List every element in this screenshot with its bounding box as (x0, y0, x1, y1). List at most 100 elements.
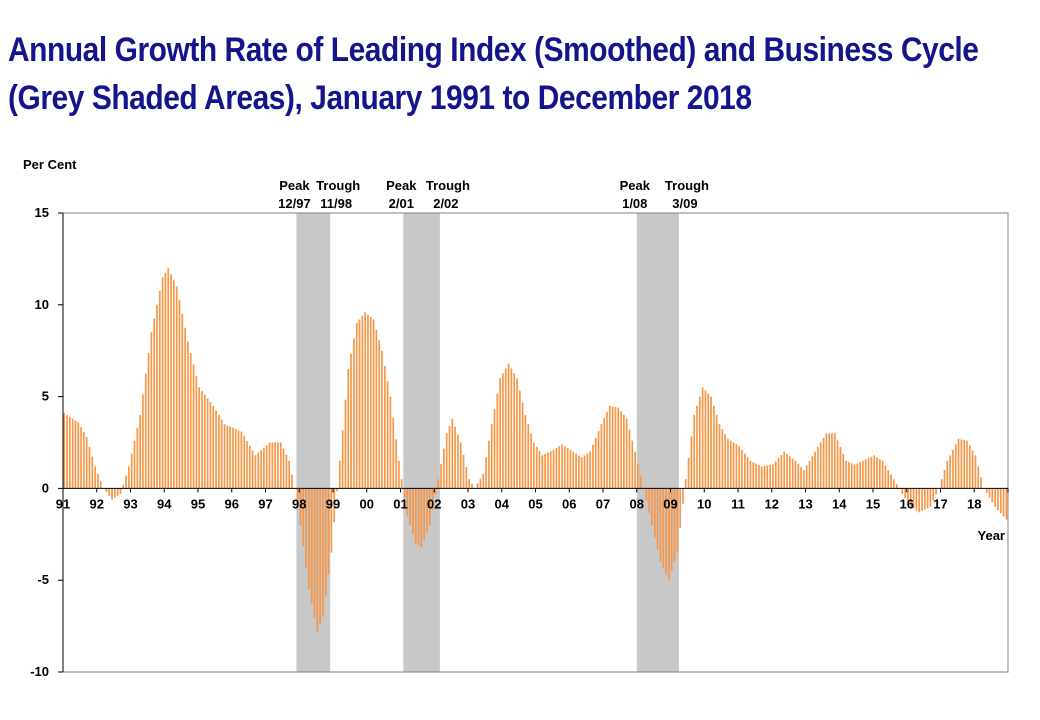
bar (912, 488, 915, 509)
bar (383, 366, 386, 489)
bar (814, 451, 816, 489)
x-tick-label: 93 (123, 496, 137, 511)
bar (212, 405, 215, 489)
bar (507, 363, 510, 489)
bar (178, 300, 181, 489)
bar (682, 488, 684, 504)
bar (932, 488, 935, 501)
bar (243, 436, 246, 489)
bar (524, 414, 527, 489)
bar (881, 460, 884, 489)
bar (774, 461, 777, 489)
x-tick-label: 06 (562, 496, 576, 511)
peak-date: 12/97 (278, 196, 311, 211)
bar (226, 425, 229, 489)
bar (817, 447, 819, 489)
bar (822, 437, 825, 489)
x-tick-label: 17 (933, 496, 947, 511)
y-tick-label: 5 (42, 389, 49, 404)
bar (549, 451, 552, 489)
bar (198, 387, 201, 489)
bar (361, 315, 364, 489)
bar (170, 274, 172, 489)
bar (845, 460, 847, 489)
bar (378, 340, 381, 489)
bar (803, 470, 805, 489)
bar (167, 268, 170, 489)
bar (974, 455, 977, 489)
bar (743, 453, 746, 489)
recession-shade (296, 213, 331, 672)
bar (780, 454, 783, 489)
bar (752, 462, 755, 489)
bar (715, 414, 718, 489)
bar (220, 419, 223, 489)
bar (710, 396, 712, 489)
bar (521, 402, 524, 489)
bar (71, 418, 74, 489)
bar (623, 414, 625, 489)
bar (819, 442, 822, 489)
bar (890, 474, 892, 489)
bar (136, 427, 139, 489)
bar (164, 272, 167, 489)
x-tick-label: 08 (630, 496, 644, 511)
peak-label: Peak (620, 178, 651, 193)
bar (544, 453, 546, 489)
bar (263, 447, 265, 489)
bar (639, 476, 642, 489)
bar (777, 458, 780, 489)
bar (147, 352, 150, 489)
bar (943, 470, 946, 489)
bar (97, 473, 99, 489)
bar (833, 433, 836, 489)
bar (173, 280, 175, 489)
bar (954, 444, 957, 489)
bar (499, 378, 501, 489)
bar (746, 457, 749, 489)
bar (758, 464, 760, 489)
bar (130, 453, 133, 489)
bar (479, 478, 482, 489)
bar (437, 479, 440, 489)
bar (254, 455, 257, 489)
bar (77, 422, 80, 489)
bar (893, 479, 895, 489)
bar (291, 474, 293, 489)
x-tick-label: 04 (495, 496, 510, 511)
x-tick-label: 97 (258, 496, 272, 511)
x-tick-label: 02 (427, 496, 441, 511)
bar (760, 466, 763, 489)
bar (369, 317, 372, 489)
recession-shades (296, 213, 679, 672)
bar (344, 399, 347, 489)
bar (409, 488, 411, 526)
bar (772, 464, 774, 489)
bar (234, 429, 237, 489)
bar (929, 488, 932, 507)
bar (721, 429, 724, 489)
bar (375, 329, 378, 489)
bar (791, 458, 794, 489)
bar (125, 475, 127, 489)
bar (811, 456, 814, 489)
bar (471, 483, 473, 489)
bar (485, 457, 487, 489)
bar (620, 411, 622, 489)
bar (836, 440, 839, 489)
bar (341, 430, 344, 489)
bar (963, 440, 966, 489)
bar (794, 460, 797, 489)
bar (670, 488, 673, 572)
bar (856, 463, 859, 489)
bar (279, 442, 282, 489)
bar (406, 488, 409, 516)
x-tick-label: 05 (528, 496, 542, 511)
bar (448, 425, 451, 489)
bar (603, 418, 606, 489)
bar (808, 460, 811, 489)
bar (578, 455, 580, 489)
bar (617, 407, 620, 489)
chart-title-line-1: Annual Growth Rate of Leading Index (Smo… (8, 31, 979, 69)
